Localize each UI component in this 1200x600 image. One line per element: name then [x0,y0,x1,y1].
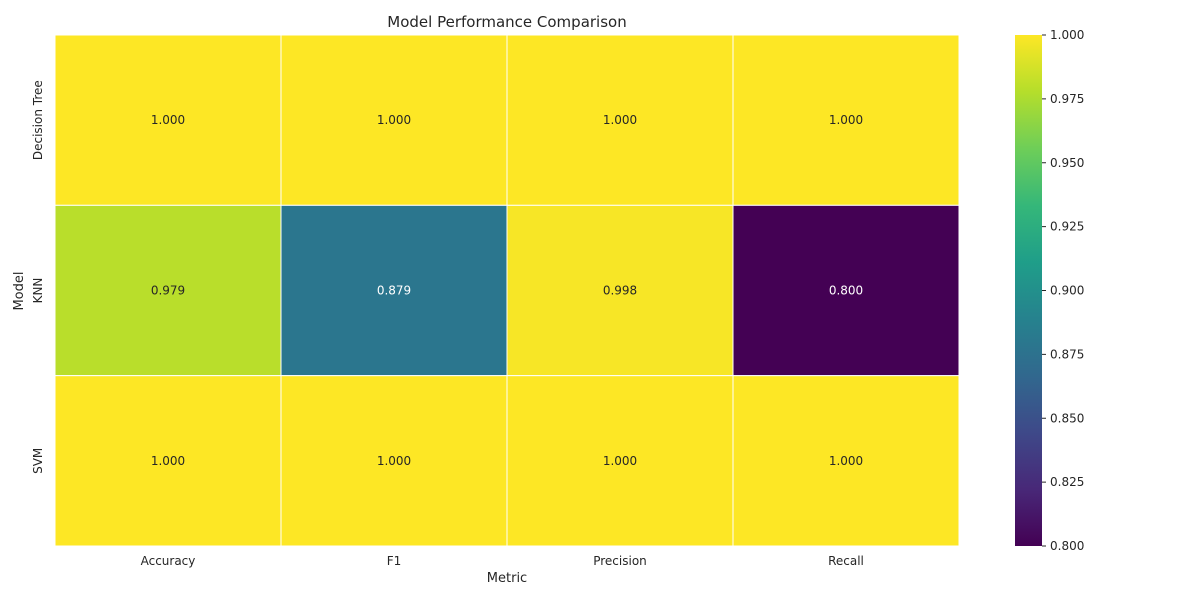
y-axis-label: Model [12,271,27,310]
colorbar-tick-label: 1.000 [1050,28,1084,42]
heatmap-cell-label: 0.879 [377,284,411,298]
heatmap-cell-label: 1.000 [829,113,863,127]
heatmap-cell-label: 1.000 [829,454,863,468]
heatmap-cell-label: 1.000 [377,113,411,127]
heatmap-cell-label: 1.000 [377,454,411,468]
x-axis-ticks: Accuracy F1 Precision Recall [141,554,864,568]
chart-title: Model Performance Comparison [387,13,626,31]
x-tick-label: Recall [828,554,864,568]
x-tick-label: Precision [593,554,647,568]
colorbar-tick-label: 0.800 [1050,539,1084,553]
x-axis-label: Metric [487,571,527,586]
colorbar-scale [1015,35,1042,546]
colorbar-tick-label: 0.950 [1050,156,1084,170]
heatmap-cell-label: 1.000 [603,113,637,127]
colorbar [1015,35,1042,546]
heatmap-cell-label: 1.000 [151,454,185,468]
y-tick-label: Decision Tree [31,80,45,160]
x-tick-label: F1 [387,554,402,568]
heatmap-cell-label: 0.998 [603,284,637,298]
heatmap-cell-label: 0.979 [151,284,185,298]
colorbar-tick-label: 0.925 [1050,220,1084,234]
colorbar-tick-label: 0.825 [1050,475,1084,489]
colorbar-tick-label: 0.850 [1050,411,1084,425]
colorbar-tick-label: 0.975 [1050,92,1084,106]
heatmap-cell-label: 0.800 [829,284,863,298]
heatmap-cells [55,35,959,546]
colorbar-tick-label: 0.875 [1050,347,1084,361]
colorbar-tick-label: 0.900 [1050,284,1084,298]
y-axis-ticks: Decision Tree KNN SVM [31,80,45,474]
heatmap-cell-label: 1.000 [151,113,185,127]
heatmap-cell-label: 1.000 [603,454,637,468]
x-tick-label: Accuracy [141,554,196,568]
y-tick-label: KNN [31,278,45,304]
colorbar-ticks: 0.800 0.825 0.850 0.875 0.900 0.925 0.950 0.975… [1042,28,1084,553]
y-tick-label: SVM [31,448,45,474]
